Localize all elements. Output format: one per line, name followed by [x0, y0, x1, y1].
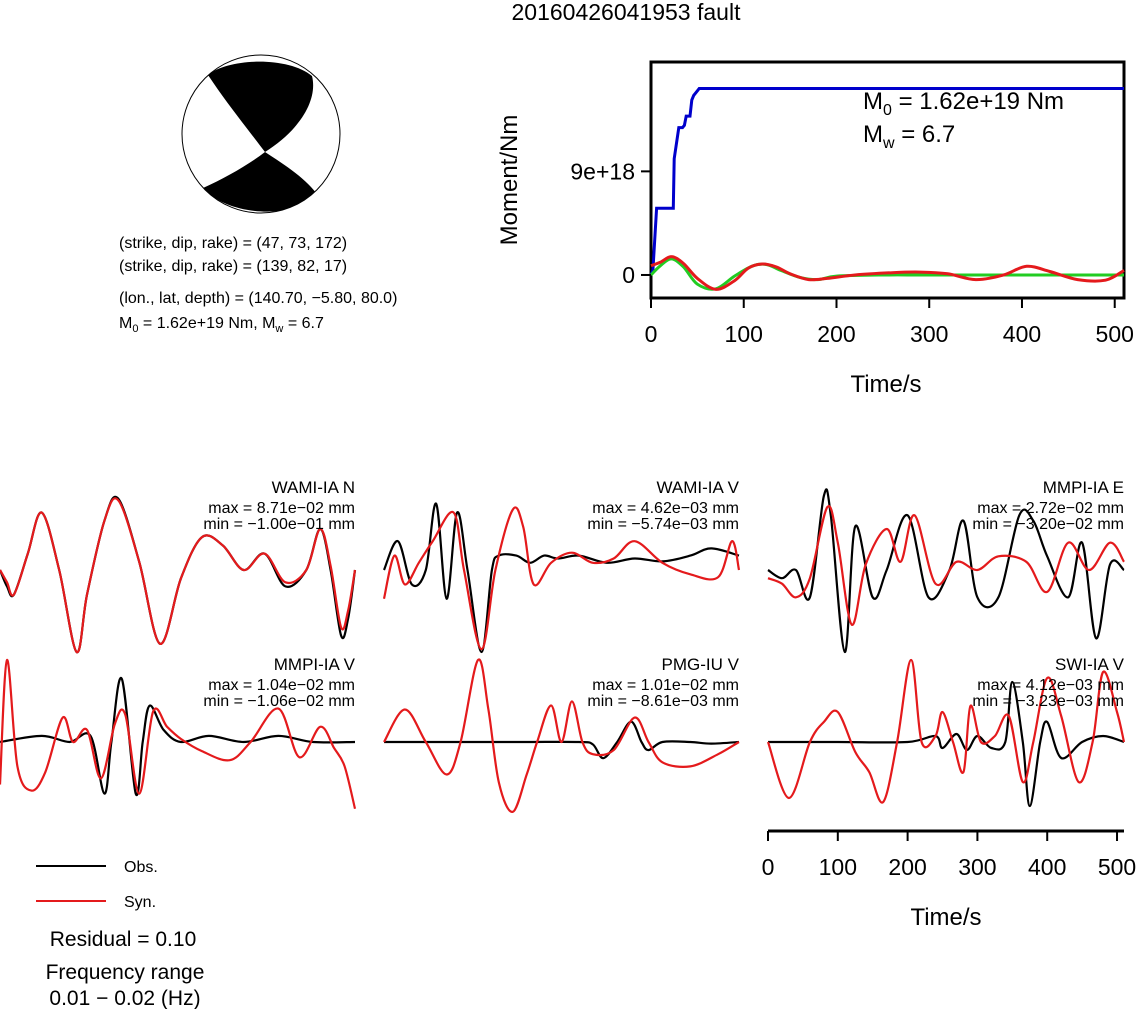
moment-ytick-label: 0 — [622, 262, 635, 288]
station-label: WAMI-IA N — [272, 478, 355, 497]
frequency-range-value: 0.01 − 0.02 (Hz) — [49, 987, 200, 1009]
moment-xaxis: 0 100 200 300 400 500 — [645, 298, 1134, 347]
min-amplitude-label: min = −8.61e−03 mm — [587, 693, 739, 710]
moment-xtick-label: 100 — [725, 321, 763, 347]
min-amplitude-label: min = −3.20e−02 mm — [972, 516, 1124, 533]
moment-ylabel: Moment/Nm — [496, 115, 523, 246]
synthetic-trace — [0, 658, 357, 810]
max-amplitude-label: max = 2.72e−02 mm — [977, 500, 1124, 517]
moment-xtick-label: 200 — [817, 321, 855, 347]
focal-info: (strike, dip, rake) = (47, 73, 172) (str… — [119, 235, 397, 335]
moment-ytick-label: 9e+18 — [570, 158, 635, 184]
station-label: PMG-IU V — [662, 655, 740, 674]
plane1-text: (strike, dip, rake) = (47, 73, 172) — [119, 235, 347, 252]
plane2-text: (strike, dip, rake) = (139, 82, 17) — [119, 258, 347, 275]
max-amplitude-label: max = 4.12e−03 mm — [977, 677, 1124, 694]
synthetic-trace — [767, 505, 1125, 626]
station-label: SWI-IA V — [1055, 655, 1125, 674]
min-amplitude-label: min = −5.74e−03 mm — [587, 516, 739, 533]
moment-series-2 — [650, 255, 1125, 291]
frequency-range-label: Frequency range — [46, 961, 205, 984]
max-amplitude-label: max = 1.04e−02 mm — [208, 677, 355, 694]
legend-syn-label: Syn. — [124, 894, 156, 911]
legend-obs-label: Obs. — [124, 859, 158, 876]
waveform-xtick-label: 500 — [1098, 854, 1136, 880]
station-label: MMPI-IA V — [274, 655, 356, 674]
moment-series-0 — [649, 87, 1124, 276]
waveform-xtick-label: 0 — [762, 854, 775, 880]
residual-text: Residual = 0.10 — [50, 928, 197, 951]
moment-plot: 0 9e+18 0 100 200 300 400 500 Moment/Nm Time/s… — [496, 60, 1134, 398]
moment-xtick-label: 300 — [910, 321, 948, 347]
moment-yaxis: 0 9e+18 — [570, 158, 651, 288]
location-text: (lon., lat, depth) = (140.70, −5.80, 80.… — [119, 290, 397, 307]
legend: Obs. Syn. — [36, 859, 158, 911]
max-amplitude-label: max = 1.01e−02 mm — [592, 677, 739, 694]
synthetic-trace — [766, 658, 1126, 804]
synthetic-trace — [383, 658, 740, 813]
beachball — [181, 54, 341, 214]
synthetic-trace — [0, 497, 357, 654]
max-amplitude-label: max = 4.62e−03 mm — [592, 500, 739, 517]
moment-xtick-label: 400 — [1003, 321, 1041, 347]
moment-xtick-label: 500 — [1096, 321, 1134, 347]
waveform-xtick-label: 200 — [888, 854, 926, 880]
min-amplitude-label: min = −1.00e−01 mm — [203, 516, 355, 533]
max-amplitude-label: max = 8.71e−02 mm — [208, 500, 355, 517]
moment-series-group — [649, 87, 1125, 291]
min-amplitude-label: min = −1.06e−02 mm — [203, 693, 355, 710]
waveform-xaxis: 0 100 200 300 400 500 — [762, 829, 1136, 880]
min-amplitude-label: min = −3.23e−03 mm — [972, 693, 1124, 710]
compressional-quadrant-top — [208, 61, 314, 152]
compressional-quadrant-bottom — [203, 152, 318, 212]
waveform-xtick-label: 300 — [958, 854, 996, 880]
waveform-xlabel: Time/s — [910, 904, 981, 931]
observed-trace — [767, 488, 1125, 654]
observed-trace — [383, 720, 740, 760]
waveform-xtick-label: 100 — [819, 854, 857, 880]
station-label: MMPI-IA E — [1043, 478, 1124, 497]
moment-annot-mw: Mw = 6.7 — [863, 121, 955, 152]
moment-plot-frame — [649, 60, 1126, 300]
moment-xtick-label: 0 — [645, 321, 658, 347]
station-label: WAMI-IA V — [657, 478, 740, 497]
waveform-xtick-label: 400 — [1028, 854, 1066, 880]
figure-title: 20160426041953 fault — [512, 0, 742, 25]
synthetic-trace — [382, 506, 741, 651]
moment-xlabel: Time/s — [850, 371, 921, 398]
moment-text: M0 = 1.62e+19 Nm, Mw = 6.7 — [119, 315, 324, 335]
moment-annot-m0: M0 = 1.62e+19 Nm — [863, 88, 1064, 119]
